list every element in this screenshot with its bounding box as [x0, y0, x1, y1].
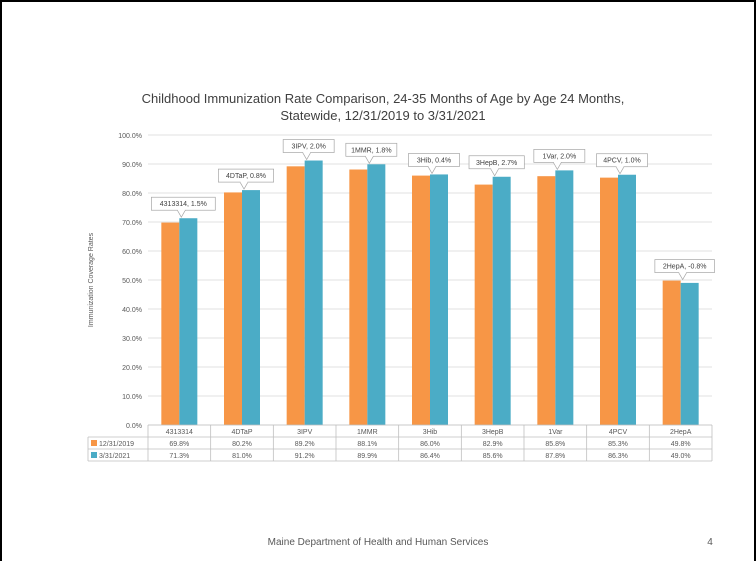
data-label: 87.8% [545, 453, 565, 460]
data-label: 89.2% [295, 441, 315, 448]
y-tick-label: 10.0% [122, 394, 142, 401]
data-label: 71.3% [169, 453, 189, 460]
bar-series-1 [474, 184, 493, 425]
annotation-pointer [490, 168, 500, 177]
data-label: 89.9% [357, 453, 377, 460]
data-label: 86.0% [420, 441, 440, 448]
data-label: 86.3% [608, 453, 628, 460]
x-tick-label: 3Hib [423, 429, 438, 436]
bar-series-2 [618, 174, 636, 425]
annotation-label: 4313314, 1.5% [160, 201, 207, 208]
data-label: 85.8% [545, 441, 565, 448]
data-label: 86.4% [420, 453, 440, 460]
data-label: 69.8% [169, 441, 189, 448]
y-tick-label: 90.0% [122, 162, 142, 169]
annotation-label: 1Var, 2.0% [542, 153, 576, 160]
chart-title: Childhood Immunization Rate Comparison, … [90, 90, 676, 124]
chart-title-line-2: Statewide, 12/31/2019 to 3/31/2021 [280, 108, 486, 123]
annotation-label: 4PCV, 1.0% [603, 158, 641, 165]
y-tick-label: 30.0% [122, 336, 142, 343]
y-tick-label: 50.0% [122, 278, 142, 285]
bar-series-1 [662, 280, 681, 425]
bar-series-1 [600, 177, 618, 425]
x-tick-label: 2HepA [670, 429, 692, 436]
bar-series-1 [412, 175, 430, 425]
bar-series-2 [680, 282, 699, 425]
x-tick-label: 4313314 [166, 429, 193, 436]
y-tick-label: 60.0% [122, 249, 142, 256]
bar-series-1 [224, 192, 242, 425]
annotation-pointer [615, 166, 625, 175]
data-label: 81.0% [232, 453, 252, 460]
bar-series-2 [555, 170, 574, 425]
frame-top-border [0, 0, 756, 2]
data-label: 82.9% [483, 441, 503, 448]
bar-series-1 [161, 222, 180, 425]
frame-right-border [754, 0, 756, 561]
x-tick-label: 4DTaP [231, 429, 252, 436]
bar-series-2 [430, 174, 448, 425]
annotation-label: 1MMR, 1.8% [351, 147, 391, 154]
x-tick-label: 4PCV [609, 429, 628, 436]
annotation-pointer [427, 166, 437, 175]
slide-footer: Maine Department of Health and Human Ser… [267, 537, 489, 548]
y-tick-label: 100.0% [118, 133, 142, 140]
bar-series-2 [492, 176, 511, 425]
data-label: 91.2% [295, 453, 315, 460]
bar-series-2 [179, 218, 198, 425]
y-axis-label: Immunization Coverage Rates [88, 232, 95, 327]
y-tick-label: 20.0% [122, 365, 142, 372]
annotation-pointer [678, 272, 688, 281]
annotation-pointer [364, 155, 374, 164]
x-tick-label: 3HepB [482, 429, 504, 436]
data-label: 88.1% [357, 441, 377, 448]
y-tick-label: 0.0% [126, 423, 142, 430]
annotation-pointer [552, 162, 562, 171]
annotation-label: 2HepA, -0.8% [663, 264, 707, 271]
y-tick-label: 80.0% [122, 191, 142, 198]
y-tick-label: 40.0% [122, 307, 142, 314]
x-tick-label: 3IPV [297, 429, 313, 436]
x-tick-label: 1MMR [357, 429, 378, 436]
annotation-label: 4DTaP, 0.8% [226, 173, 266, 180]
legend-swatch [91, 452, 97, 458]
bar-series-2 [304, 160, 323, 425]
legend-entry: 3/31/2021 [99, 453, 130, 460]
frame-left-border [0, 0, 2, 561]
x-tick-label: 1Var [548, 429, 563, 436]
data-label: 85.3% [608, 441, 628, 448]
annotation-label: 3Hib, 0.4% [417, 157, 451, 164]
bar-series-2 [367, 164, 386, 426]
bar-series-1 [349, 169, 368, 425]
annotation-pointer [302, 152, 312, 161]
bar-series-1 [286, 166, 305, 425]
page-number: 4 [707, 537, 713, 548]
annotation-pointer [176, 209, 186, 218]
annotation-label: 3IPV, 2.0% [291, 144, 325, 151]
annotation-pointer [239, 181, 249, 190]
chart-title-line-1: Childhood Immunization Rate Comparison, … [141, 91, 625, 106]
data-label: 49.8% [671, 441, 691, 448]
data-label: 80.2% [232, 441, 252, 448]
bar-series-1 [537, 176, 556, 425]
bar-series-2 [242, 190, 260, 425]
y-tick-label: 70.0% [122, 220, 142, 227]
legend-swatch [91, 440, 97, 446]
data-label: 49.0% [671, 453, 691, 460]
annotation-label: 3HepB, 2.7% [476, 160, 517, 167]
data-label: 85.6% [483, 453, 503, 460]
legend-entry: 12/31/2019 [99, 441, 134, 448]
